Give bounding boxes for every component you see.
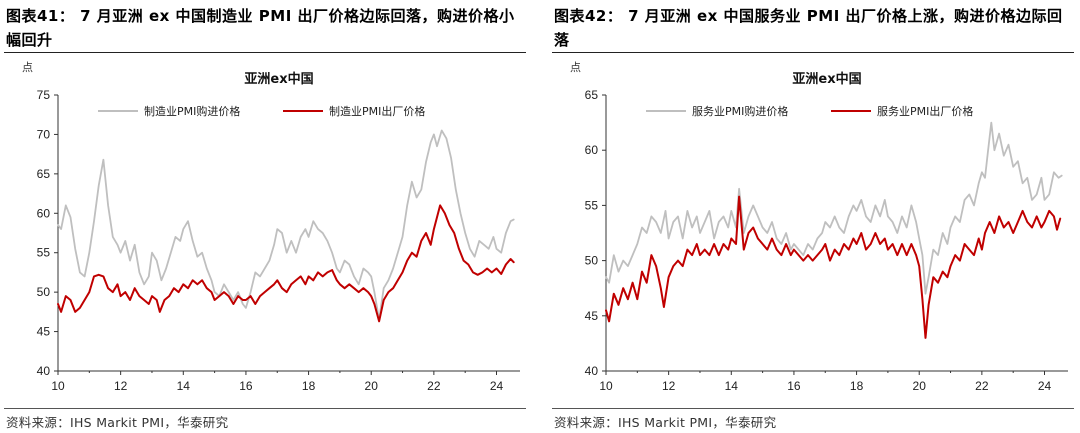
x-tick-label: 12 — [662, 379, 676, 393]
y-tick-label: 50 — [37, 285, 51, 299]
x-tick-label: 24 — [1038, 379, 1052, 393]
x-tick-label: 16 — [239, 379, 253, 393]
source-note: 资料来源：IHS Markit PMI，华泰研究 — [554, 415, 777, 430]
series-line-output-price — [57, 204, 515, 323]
chart-title: 亚洲ex中国 — [792, 71, 861, 87]
x-tick-label: 10 — [599, 379, 613, 393]
legend-label: 服务业PMI购进价格 — [692, 104, 788, 118]
y-tick-label: 45 — [37, 325, 51, 339]
series-line-output-price — [605, 195, 1062, 339]
chart-title: 亚洲ex中国 — [244, 71, 313, 87]
x-tick-label: 18 — [302, 379, 316, 393]
x-tick-label: 22 — [427, 379, 441, 393]
x-tick-label: 20 — [365, 379, 379, 393]
x-tick-label: 14 — [725, 379, 739, 393]
figure-title: 图表42： 7 月亚洲 ex 中国服务业 PMI 出厂价格上涨，购进价格边际回落 — [554, 7, 1063, 49]
x-tick-label: 14 — [177, 379, 191, 393]
source-rule — [552, 408, 1074, 409]
figure-title: 图表41： 7 月亚洲 ex 中国制造业 PMI 出厂价格边际回落，购进价格小幅… — [6, 7, 515, 49]
x-tick-label: 20 — [913, 379, 927, 393]
source-note: 资料来源：IHS Markit PMI，华泰研究 — [6, 415, 229, 430]
title-rule — [552, 52, 1074, 53]
y-tick-label: 60 — [585, 143, 599, 157]
right-figure-panel: 图表42： 7 月亚洲 ex 中国服务业 PMI 出厂价格上涨，购进价格边际回落… — [548, 0, 1078, 433]
y-tick-label: 55 — [585, 198, 599, 212]
y-tick-label: 40 — [37, 364, 51, 378]
x-tick-label: 24 — [490, 379, 504, 393]
y-tick-label: 65 — [37, 167, 51, 181]
y-tick-label: 50 — [585, 254, 599, 268]
x-tick-label: 22 — [975, 379, 989, 393]
legend-label: 制造业PMI出厂价格 — [329, 104, 425, 118]
left-figure-panel: 图表41： 7 月亚洲 ex 中国制造业 PMI 出厂价格边际回落，购进价格小幅… — [0, 0, 530, 433]
y-tick-label: 45 — [585, 309, 599, 323]
x-tick-label: 10 — [51, 379, 65, 393]
source-rule — [4, 408, 526, 409]
series-line-input-price — [57, 129, 515, 321]
y-tick-label: 65 — [585, 88, 599, 102]
series-line-input-price — [605, 121, 1063, 295]
y-tick-label: 75 — [37, 88, 51, 102]
x-tick-label: 18 — [850, 379, 864, 393]
legend-label: 服务业PMI出厂价格 — [877, 104, 973, 118]
legend-label: 制造业PMI购进价格 — [144, 104, 240, 118]
y-tick-label: 40 — [585, 364, 599, 378]
x-tick-label: 12 — [114, 379, 128, 393]
title-rule — [4, 52, 526, 53]
y-tick-label: 70 — [37, 127, 51, 141]
x-tick-label: 16 — [787, 379, 801, 393]
y-unit-label: 点 — [570, 61, 581, 74]
y-unit-label: 点 — [22, 61, 33, 74]
y-tick-label: 55 — [37, 246, 51, 260]
y-tick-label: 60 — [37, 206, 51, 220]
